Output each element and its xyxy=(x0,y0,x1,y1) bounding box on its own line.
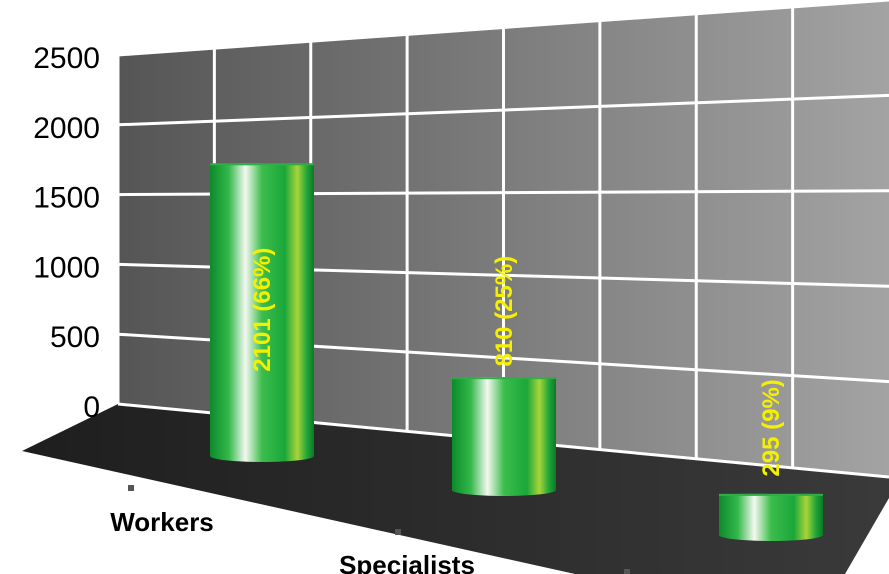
category-labels: Workers Specialists xyxy=(110,485,630,574)
category: Specialists xyxy=(339,529,475,574)
category: Workers xyxy=(110,485,214,537)
bar-body xyxy=(452,377,556,496)
bar-top xyxy=(452,377,556,380)
y-tick-label: 2500 xyxy=(33,42,100,75)
y-tick-label: 2000 xyxy=(33,112,100,145)
data-label: 810 (25%) xyxy=(491,256,518,367)
category-label: Specialists xyxy=(339,550,475,574)
category-label: Workers xyxy=(110,507,214,537)
data-label: 2101 (66%) xyxy=(249,248,276,372)
category-marker xyxy=(624,569,630,574)
bar-top xyxy=(210,163,314,166)
data-label: 295 (9%) xyxy=(758,379,785,476)
bar-body xyxy=(210,163,314,463)
category xyxy=(624,569,630,574)
bar-body xyxy=(719,493,823,541)
y-axis-ticks: 0 500 1000 1500 2000 2500 xyxy=(33,42,100,424)
bar: 295 (9%) xyxy=(719,379,823,541)
y-tick-label: 1500 xyxy=(33,182,100,215)
bar: 2101 (66%) xyxy=(210,163,314,463)
category-marker xyxy=(395,529,401,535)
y-tick-label: 500 xyxy=(50,321,100,354)
y-tick-label: 0 xyxy=(83,391,100,424)
bar-top xyxy=(719,493,823,496)
category-marker xyxy=(128,485,134,491)
bars: 2101 (66%) 810 (25%) 295 (9%) xyxy=(210,163,823,541)
y-tick-label: 1000 xyxy=(33,251,100,284)
bar: 810 (25%) xyxy=(452,256,556,496)
